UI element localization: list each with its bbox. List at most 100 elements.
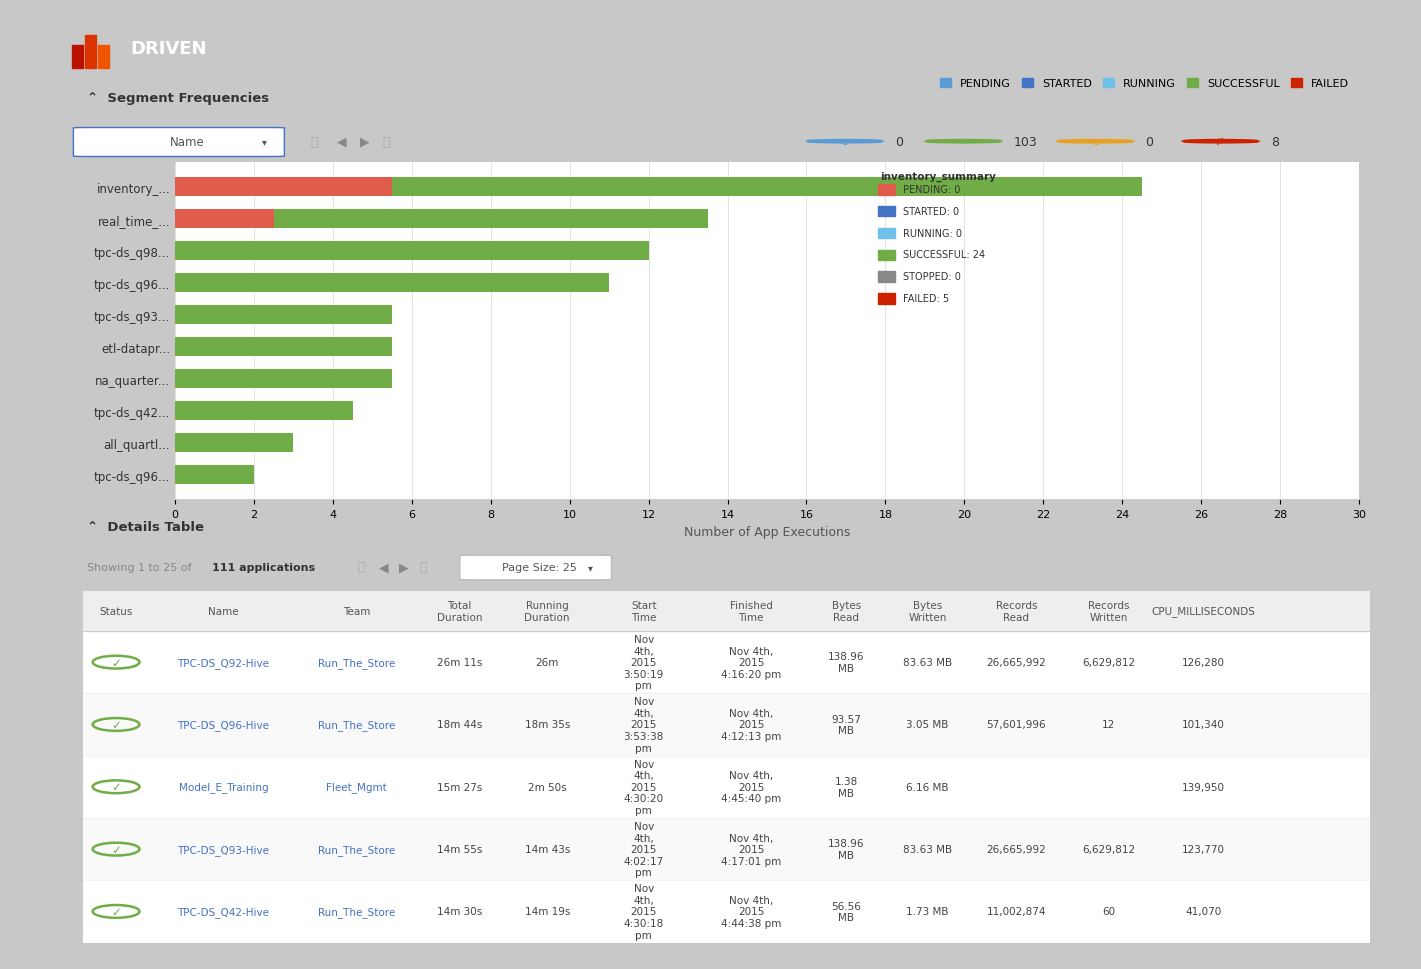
Bar	[175, 370, 392, 389]
Bar	[878, 294, 895, 304]
Bar	[175, 178, 392, 197]
Text: TPC-DS_Q96-Hive: TPC-DS_Q96-Hive	[178, 719, 270, 731]
Text: Fleet_Mgmt: Fleet_Mgmt	[327, 782, 387, 793]
Text: Run_The_Store: Run_The_Store	[318, 719, 395, 731]
Text: 138.96
MB: 138.96 MB	[828, 652, 865, 673]
Text: 139,950: 139,950	[1182, 782, 1225, 792]
Text: DRIVEN: DRIVEN	[131, 41, 206, 58]
Text: Nov 4th,
2015
4:16:20 pm: Nov 4th, 2015 4:16:20 pm	[720, 646, 782, 679]
Text: TPC-DS_Q42-Hive: TPC-DS_Q42-Hive	[178, 906, 270, 917]
Text: ⊙: ⊙	[840, 137, 850, 147]
Text: ⏭: ⏭	[382, 136, 389, 148]
Bar	[878, 250, 895, 261]
Bar	[82, 756, 1370, 818]
Text: Records
Read: Records Read	[996, 600, 1037, 622]
Bar	[175, 210, 274, 229]
Bar	[175, 338, 392, 357]
Text: 3.05 MB: 3.05 MB	[907, 720, 949, 730]
Text: Nov
4th,
2015
3:53:38
pm: Nov 4th, 2015 3:53:38 pm	[624, 697, 664, 753]
Bar	[878, 185, 895, 196]
Text: Running
Duration: Running Duration	[524, 600, 570, 622]
Text: ✓: ✓	[111, 905, 121, 918]
Text: ✗: ✗	[1216, 137, 1225, 147]
Text: STARTED: 0: STARTED: 0	[902, 206, 959, 216]
Bar	[878, 272, 895, 283]
Text: 8: 8	[1270, 136, 1279, 148]
Text: Bytes
Read: Bytes Read	[831, 600, 861, 622]
Text: ◀: ◀	[337, 136, 347, 148]
Text: ✓: ✓	[959, 137, 968, 147]
Text: Run_The_Store: Run_The_Store	[318, 906, 395, 917]
Bar	[82, 591, 1370, 632]
Bar	[878, 229, 895, 239]
Text: 126,280: 126,280	[1182, 657, 1225, 668]
Text: 83.63 MB: 83.63 MB	[902, 844, 952, 855]
Text: 12: 12	[1101, 720, 1115, 730]
Text: Team: Team	[342, 606, 371, 616]
Text: 56.56
MB: 56.56 MB	[831, 901, 861, 922]
Bar	[82, 632, 1370, 694]
Text: 14m 43s: 14m 43s	[524, 844, 570, 855]
Bar	[175, 178, 1142, 197]
Text: 6,629,812: 6,629,812	[1081, 657, 1135, 668]
Text: ✓: ✓	[111, 843, 121, 856]
Text: PENDING: 0: PENDING: 0	[902, 185, 961, 195]
Text: STOPPED: 0: STOPPED: 0	[902, 272, 961, 282]
Text: Nov
4th,
2015
3:50:19
pm: Nov 4th, 2015 3:50:19 pm	[624, 635, 664, 691]
Text: Nov 4th,
2015
4:45:40 pm: Nov 4th, 2015 4:45:40 pm	[720, 770, 782, 803]
Text: Records
Written: Records Written	[1087, 600, 1130, 622]
Text: 111 applications: 111 applications	[212, 562, 315, 573]
Text: ⏭: ⏭	[419, 561, 426, 574]
Text: Nov 4th,
2015
4:44:38 pm: Nov 4th, 2015 4:44:38 pm	[720, 895, 782, 928]
Text: 2m 50s: 2m 50s	[529, 782, 567, 792]
Bar	[175, 434, 293, 453]
Text: 138.96
MB: 138.96 MB	[828, 838, 865, 860]
Text: SUCCESSFUL: 24: SUCCESSFUL: 24	[902, 250, 985, 260]
Text: 0: 0	[1145, 136, 1154, 148]
Text: Nov
4th,
2015
4:30:20
pm: Nov 4th, 2015 4:30:20 pm	[624, 759, 664, 815]
Bar	[175, 210, 708, 229]
Text: ⊙: ⊙	[1091, 137, 1100, 147]
Text: 1.73 MB: 1.73 MB	[907, 906, 949, 917]
Bar	[878, 206, 895, 217]
Text: ▶: ▶	[399, 561, 409, 574]
Text: RUNNING: 0: RUNNING: 0	[902, 229, 962, 238]
Text: 83.63 MB: 83.63 MB	[902, 657, 952, 668]
Text: 41,070: 41,070	[1185, 906, 1222, 917]
Bar	[98, 46, 109, 69]
Text: Finished
Time: Finished Time	[730, 600, 773, 622]
Text: 11,002,874: 11,002,874	[986, 906, 1046, 917]
Text: ◀: ◀	[379, 561, 389, 574]
Bar	[175, 274, 610, 293]
Text: Name: Name	[209, 606, 239, 616]
Text: ⌃  Segment Frequencies: ⌃ Segment Frequencies	[87, 92, 269, 106]
Bar	[175, 466, 254, 484]
Text: Run_The_Store: Run_The_Store	[318, 844, 395, 855]
Text: FAILED: 5: FAILED: 5	[902, 294, 949, 304]
Text: 14m 55s: 14m 55s	[438, 844, 482, 855]
Text: 15m 27s: 15m 27s	[438, 782, 482, 792]
Bar	[82, 694, 1370, 756]
Text: 18m 44s: 18m 44s	[438, 720, 482, 730]
Text: Run_The_Store: Run_The_Store	[318, 657, 395, 668]
Text: ⏮: ⏮	[357, 561, 364, 574]
Text: 103: 103	[1013, 136, 1037, 148]
Bar	[175, 402, 352, 421]
Text: 93.57
MB: 93.57 MB	[831, 714, 861, 735]
Text: Status: Status	[99, 606, 132, 616]
FancyBboxPatch shape	[74, 128, 284, 157]
Text: 6.16 MB: 6.16 MB	[907, 782, 949, 792]
Text: 26m: 26m	[536, 657, 558, 668]
Text: 26m 11s: 26m 11s	[438, 657, 482, 668]
Text: Bytes
Written: Bytes Written	[908, 600, 946, 622]
Bar	[85, 36, 95, 69]
Text: 0: 0	[895, 136, 902, 148]
Text: 18m 35s: 18m 35s	[524, 720, 570, 730]
Text: ✓: ✓	[111, 656, 121, 669]
Text: CPU_MILLISECONDS: CPU_MILLISECONDS	[1151, 606, 1256, 616]
Text: Nov 4th,
2015
4:12:13 pm: Nov 4th, 2015 4:12:13 pm	[720, 708, 782, 741]
Bar	[82, 881, 1370, 943]
Text: ⌃  Details Table: ⌃ Details Table	[87, 520, 203, 534]
Text: 14m 30s: 14m 30s	[438, 906, 482, 917]
Bar	[72, 46, 82, 69]
